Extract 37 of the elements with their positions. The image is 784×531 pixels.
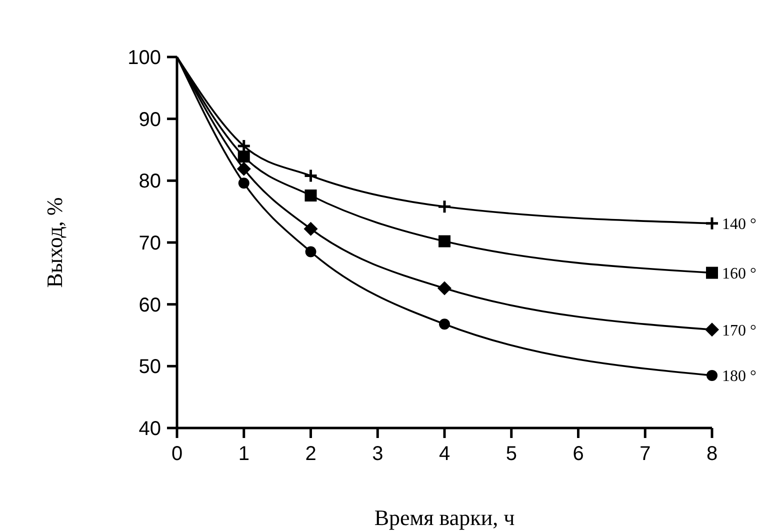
point xyxy=(236,162,251,176)
point xyxy=(439,318,450,330)
x-tick-label: 3 xyxy=(372,443,384,465)
x-tick-label: 2 xyxy=(305,443,316,465)
y-tick-label: 50 xyxy=(138,356,161,378)
point xyxy=(704,216,720,231)
series-label: 180 ° xyxy=(722,368,756,386)
point xyxy=(304,222,318,236)
y-tick-label: 60 xyxy=(138,294,161,316)
x-tick-label: 5 xyxy=(506,443,517,465)
x-tick-label: 7 xyxy=(640,443,651,465)
x-tick-label: 1 xyxy=(238,443,250,465)
point xyxy=(238,178,250,189)
y-tick-label: 100 xyxy=(128,47,161,69)
x-tick-label: 6 xyxy=(572,443,584,465)
y-tick-label: 40 xyxy=(138,418,161,440)
point xyxy=(304,168,318,183)
point xyxy=(706,266,718,279)
y-tick-label: 90 xyxy=(138,108,161,131)
point xyxy=(438,281,452,296)
series-label: 160 ° xyxy=(722,265,756,282)
x-tick-label: 4 xyxy=(438,443,450,465)
x-tick-label: 0 xyxy=(171,443,183,465)
point xyxy=(305,246,316,258)
point xyxy=(706,370,718,381)
x-tick-label: 8 xyxy=(706,443,718,465)
point xyxy=(705,322,719,337)
point xyxy=(437,199,452,214)
point xyxy=(304,190,317,202)
series-label: 170 ° xyxy=(722,322,756,340)
y-tick-label: 70 xyxy=(138,232,161,254)
x-axis-title: Время варки, ч xyxy=(374,505,515,530)
series-label: 140 ° xyxy=(722,216,756,233)
point xyxy=(438,235,450,248)
point xyxy=(238,150,250,163)
y-axis-title: Выход, % xyxy=(42,197,67,288)
y-tick-label: 80 xyxy=(138,170,161,193)
